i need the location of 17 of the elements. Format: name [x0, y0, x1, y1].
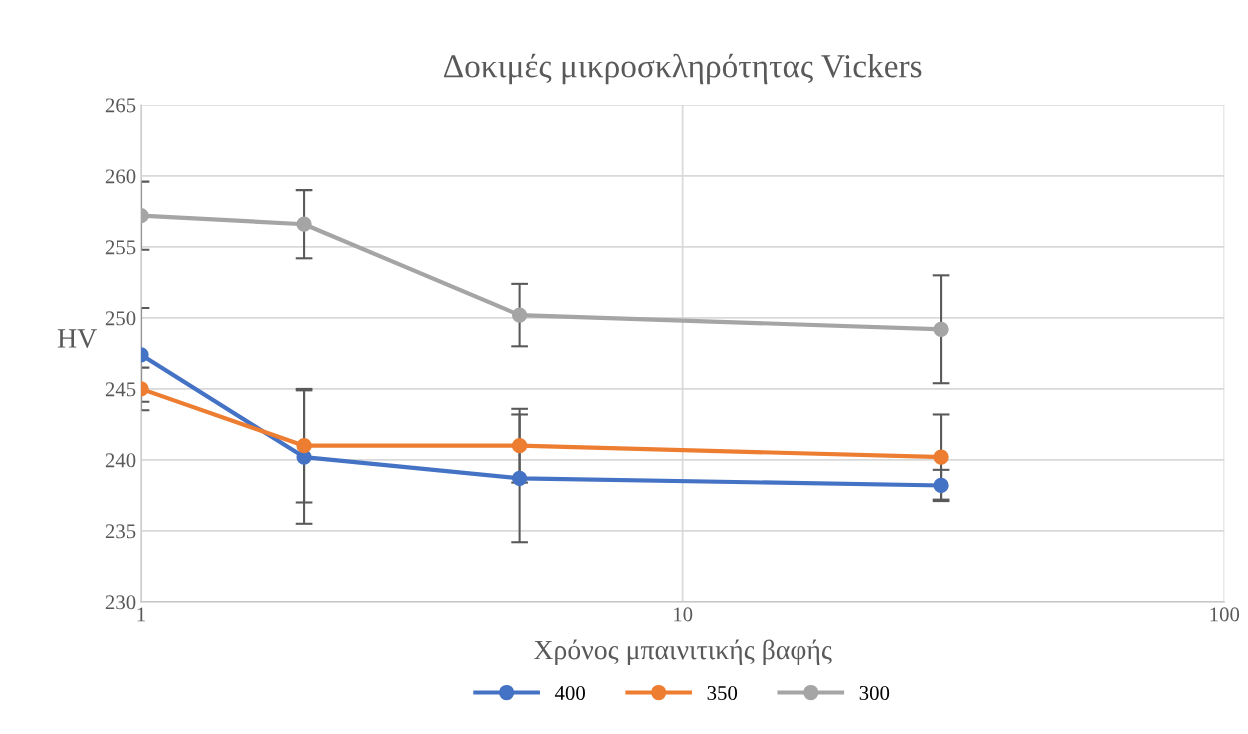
legend-label: 400 — [554, 685, 585, 701]
x-tick-label: 1 — [137, 607, 145, 622]
x-tick-label: 100 — [1210, 607, 1240, 622]
x-axis-title: Χρόνος μπαινιτικής βαφής — [534, 639, 832, 666]
legend-label: 350 — [707, 685, 738, 701]
x-tick-label: 10 — [674, 607, 693, 622]
chart-title: Δοκιμές μικροσκληρότητας Vickers — [443, 53, 922, 85]
y-tick-label: 240 — [105, 453, 136, 468]
y-tick-label: 265 — [105, 98, 136, 113]
legend-label: 300 — [859, 685, 890, 701]
y-tick-label: 250 — [105, 311, 136, 326]
y-tick-label: 235 — [105, 524, 136, 539]
y-tick-label: 230 — [105, 595, 136, 610]
y-tick-label: 260 — [105, 169, 136, 184]
y-tick-label: 245 — [105, 382, 136, 397]
y-tick-label: 255 — [105, 240, 136, 255]
y-axis-title: HV — [57, 329, 97, 348]
